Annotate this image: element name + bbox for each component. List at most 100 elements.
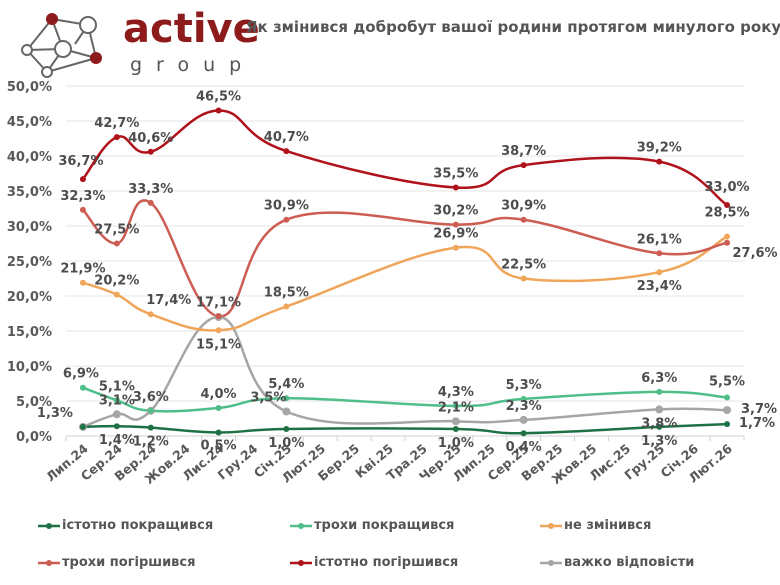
data-labels: 1,3% 3,1% 3,5% 2,1% 2,3% 3,8% 3,7% 1,4%1,2% 0,5%… [37,90,778,456]
data-point [452,426,459,432]
data-point [724,233,731,240]
y-tick-label: 20,0% [7,290,52,305]
brand-subtitle: group [130,54,256,76]
data-label: 1,4% [99,433,135,448]
data-label: 1,3% [641,434,677,449]
data-point [452,244,459,251]
data-point [283,395,290,402]
data-label: 2,1% [438,400,474,415]
data-point [520,430,527,437]
data-label: 1,0% [438,436,474,451]
y-tick-label: 10,0% [7,360,52,375]
data-label: 27,5% [94,223,139,238]
data-label: 5,4% [268,377,304,392]
data-label: 3,7% [741,402,777,417]
data-point [215,107,222,114]
data-label: 1,3% [37,406,73,421]
data-label: 1,7% [739,416,775,431]
data-label: 2,3% [506,399,542,414]
data-label: 32,3% [60,189,105,204]
data-point [452,221,459,228]
data-point [656,423,663,430]
data-label: 3,5% [250,391,286,406]
y-tick-label: 15,0% [7,325,52,340]
data-point [520,216,527,223]
data-point [113,397,120,404]
chart-title: Як змінився добробут вашої родини протяг… [246,18,780,36]
data-label: 1,0% [268,436,304,451]
data-label: 36,7% [58,154,103,169]
legend-label: трохи погіршився [62,555,196,570]
data-point [215,405,222,411]
data-point [113,291,120,298]
data-point [520,275,527,282]
data-point [724,239,731,246]
data-label: 5,3% [506,378,542,393]
y-tick-label: 40,0% [7,150,52,165]
data-label: 6,3% [641,371,677,386]
data-point [519,415,528,424]
data-label: 27,6% [732,246,777,261]
legend-marker-icon [38,522,60,529]
data-label: 3,8% [641,416,677,431]
data-point [282,407,291,416]
data-point [655,405,664,414]
y-tick-label: 35,0% [7,185,52,200]
data-point [283,303,290,310]
legend-marker-icon [540,522,562,529]
data-point [283,216,290,223]
legend-marker-icon [290,522,312,529]
legend-item: важко відповісти [540,555,694,570]
data-point [520,162,527,169]
legend-item: не змінився [540,518,651,533]
series-line [82,386,728,413]
data-label: 4,3% [438,385,474,400]
data-label: 15,1% [196,337,241,352]
data-label: 0,4% [506,440,542,455]
data-point [79,206,86,213]
data-label: 20,2% [94,274,139,289]
data-point [452,402,459,409]
data-label: 4,0% [201,387,237,402]
legend-item: трохи погіршився [38,555,195,570]
data-label: 21,9% [60,262,105,277]
data-label: 28,5% [704,206,749,221]
y-tick-label: 0,0% [16,430,52,445]
series-line [82,235,728,332]
data-label: 30,2% [433,204,478,219]
data-label: 22,5% [501,258,546,273]
data-point [724,202,731,208]
data-point [451,417,460,426]
data-label: 18,5% [264,286,309,301]
data-label: 26,9% [433,227,478,242]
data-point [724,421,731,428]
data-point [147,199,154,206]
data-label: 17,1% [196,295,241,310]
data-point [283,148,290,155]
data-label: 30,9% [501,199,546,214]
data-point [215,313,222,320]
data-label: 39,2% [637,141,682,156]
legend-label: не змінився [564,518,652,533]
data-point [215,327,222,334]
data-point [656,388,663,395]
legend-item: істотно покращився [38,518,213,533]
data-label: 1,2% [133,435,169,450]
data-point [724,394,731,401]
data-point [79,423,86,430]
data-label: 23,4% [637,279,682,294]
data-point [113,240,120,247]
data-label: 46,5% [196,90,241,105]
data-label: 40,7% [264,130,309,145]
data-label: 35,5% [433,167,478,182]
data-point [113,423,120,430]
data-point [215,429,222,436]
legend-item: істотно погіршився [290,555,458,570]
data-point [656,158,663,165]
data-label: 42,7% [94,116,139,131]
data-label: 17,4% [146,293,191,308]
y-tick-label: 30,0% [7,220,52,235]
data-point [723,406,732,415]
data-point [147,148,154,155]
